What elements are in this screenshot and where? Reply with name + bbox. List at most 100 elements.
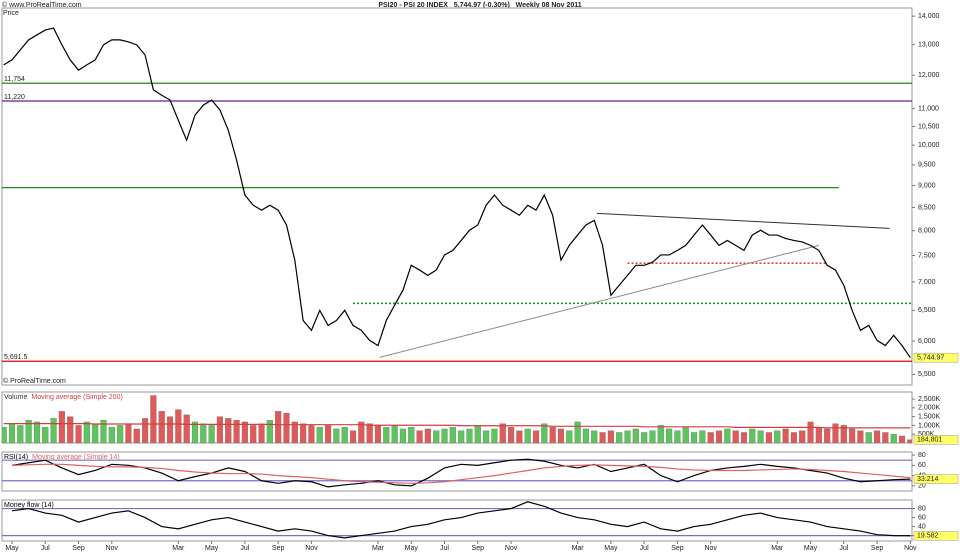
legend-entry: Moving average (Simple 14) <box>32 454 120 461</box>
volume-bar <box>216 416 223 443</box>
x-tick-label: May <box>604 545 618 552</box>
legend-entry: Volume <box>4 394 27 401</box>
volume-bar <box>666 428 673 443</box>
volume-bar <box>524 428 531 443</box>
x-tick-label: Nov <box>305 545 318 552</box>
volume-bar <box>50 418 57 443</box>
y-tick-label: 60 <box>918 462 926 469</box>
volume-bar <box>516 430 523 443</box>
volume-bar <box>75 425 82 443</box>
volume-bar <box>840 425 847 443</box>
volume-bar <box>649 430 656 443</box>
series-line <box>11 458 911 488</box>
last-value-box <box>913 474 959 484</box>
x-tick-label: Nov <box>505 545 518 552</box>
volume-bar <box>291 421 298 443</box>
x-tick-label: May <box>804 545 818 552</box>
x-tick-label: Nov <box>904 545 917 552</box>
volume-bar <box>275 411 282 443</box>
volume-bar <box>774 430 781 443</box>
volume-bar <box>849 428 856 443</box>
volume-bar <box>674 430 681 443</box>
series-line <box>3 423 911 429</box>
last-value-box <box>913 435 959 445</box>
volume-bar <box>283 412 290 443</box>
volume-bar <box>191 421 199 443</box>
volume-bar <box>724 428 731 443</box>
volume-bar <box>233 419 240 443</box>
volume-bar <box>807 421 814 443</box>
volume-bar <box>208 425 215 443</box>
volume-bar <box>898 435 906 443</box>
y-tick-label: 6,500 <box>918 307 936 314</box>
x-tick-label: Jul <box>41 545 50 552</box>
volume-bar <box>441 428 448 443</box>
volume-bar <box>58 411 65 443</box>
volume-bar <box>383 427 390 443</box>
x-tick-label: May <box>405 545 419 552</box>
y-tick-label: 9,000 <box>918 182 936 189</box>
last-value-label: 33.214 <box>917 476 939 483</box>
volume-bar <box>308 425 315 443</box>
y-tick-label: 11,000 <box>918 105 939 112</box>
x-tick-label: Jul <box>240 545 249 552</box>
y-tick-label: 2,500K <box>918 396 941 403</box>
volume-bar <box>399 428 406 443</box>
plot-area <box>2 458 912 488</box>
last-value-box <box>913 352 959 363</box>
volume-bar <box>557 428 565 443</box>
panel-frame <box>1 451 913 492</box>
volume-bar <box>499 423 506 443</box>
volume-bar <box>33 421 40 443</box>
volume-bar <box>765 432 772 443</box>
x-tick-label: Nov <box>704 545 717 552</box>
volume-bar <box>142 418 149 443</box>
volume-bar <box>250 425 257 443</box>
volume-bar <box>691 432 698 443</box>
x-tick-label: Jul <box>839 545 848 552</box>
volume-bar <box>549 427 556 443</box>
x-tick-label: Sep <box>671 545 684 552</box>
volume-bar <box>266 419 273 443</box>
volume-bar <box>433 430 440 443</box>
y-tick-label: 80 <box>918 505 926 512</box>
x-tick-label: Mar <box>572 545 585 552</box>
volume-bar <box>408 427 415 443</box>
y-tick-label: 10,500 <box>918 123 940 130</box>
volume-bar <box>657 425 664 443</box>
volume-bar <box>166 416 174 443</box>
chart-title: PSI20 - PSI 20 INDEX 5,744.97 (-0.30%) W… <box>378 2 581 9</box>
y-tick-label: 5,500 <box>918 371 936 378</box>
volume-bar <box>100 419 107 443</box>
y-tick-label: 7,500 <box>918 252 936 259</box>
legend-entry: RSI(14) <box>4 454 28 461</box>
volume-bar <box>907 439 912 443</box>
volume-bar <box>607 430 614 443</box>
x-tick-label: Nov <box>106 545 119 552</box>
volume-bar <box>732 430 739 443</box>
y-tick-label: 6,000 <box>918 338 936 345</box>
volume-bar <box>599 432 606 443</box>
volume-bar <box>715 430 723 443</box>
volume-bar <box>474 425 481 443</box>
volume-bar <box>133 428 140 443</box>
y-tick-label: 500K <box>918 431 935 438</box>
volume-bar <box>449 427 456 443</box>
series-line <box>11 463 911 484</box>
volume-bar <box>749 428 756 443</box>
volume-bar <box>241 421 248 443</box>
volume-bar <box>624 430 631 443</box>
volume-bar <box>416 430 423 443</box>
volume-bar <box>108 427 115 443</box>
volume-bar <box>532 430 540 443</box>
plot-area <box>2 395 912 443</box>
volume-bar <box>815 427 822 443</box>
volume-bar <box>92 423 99 443</box>
legend-entry: Moving average (Simple 200) <box>31 394 122 401</box>
volume-bar <box>8 423 16 443</box>
volume-bar <box>366 423 373 443</box>
plot-area <box>2 27 912 362</box>
volume-bar <box>740 432 748 443</box>
